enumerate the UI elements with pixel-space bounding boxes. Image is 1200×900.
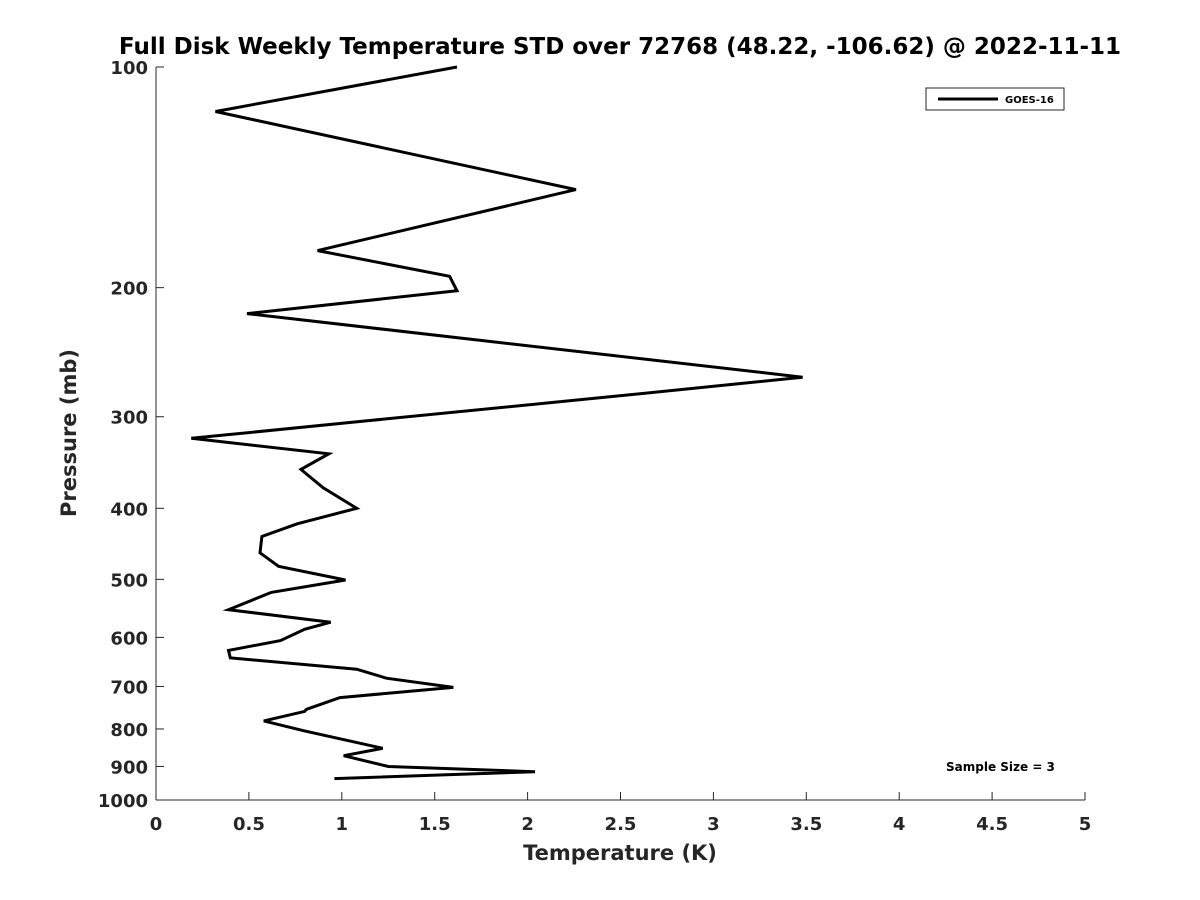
- x-tick-label: 2.5: [605, 814, 637, 835]
- y-tick-label: 700: [110, 677, 148, 698]
- x-axis-ticks: 0 0.5 1 1.5 2 2.5 3 3.5 4 4.5 5: [150, 792, 1092, 835]
- series-line-goes-16: [191, 65, 803, 781]
- x-tick-label: 1: [336, 814, 349, 835]
- x-tick-label: 0: [150, 814, 163, 835]
- y-tick-label: 500: [110, 570, 148, 591]
- x-tick-label: 4.5: [976, 814, 1008, 835]
- y-axis-label: Pressure (mb): [57, 349, 81, 517]
- y-tick-label: 100: [110, 58, 148, 79]
- y-tick-label: 400: [110, 499, 148, 520]
- x-tick-label: 5: [1079, 814, 1092, 835]
- sample-size-annotation: Sample Size = 3: [946, 760, 1055, 774]
- y-tick-label: 200: [110, 279, 148, 300]
- y-tick-label: 600: [110, 628, 148, 649]
- legend: GOES-16: [925, 87, 1065, 111]
- y-tick-label: 1000: [98, 791, 148, 812]
- y-tick-label: 900: [110, 757, 148, 778]
- x-axis-label: Temperature (K): [523, 841, 717, 865]
- x-tick-label: 0.5: [233, 814, 265, 835]
- legend-entry-goes-16: GOES-16: [1005, 95, 1054, 106]
- x-tick-label: 3.5: [790, 814, 822, 835]
- chart-title: Full Disk Weekly Temperature STD over 72…: [119, 34, 1121, 60]
- y-tick-label: 800: [110, 720, 148, 741]
- series-group: [191, 65, 803, 781]
- x-tick-label: 1.5: [419, 814, 451, 835]
- x-tick-label: 2: [521, 814, 534, 835]
- y-tick-label: 300: [110, 408, 148, 429]
- y-axis-ticks: 100 200 300 400 500 600 700 800 900 1000: [98, 58, 164, 812]
- x-tick-label: 4: [893, 814, 906, 835]
- x-tick-label: 3: [707, 814, 720, 835]
